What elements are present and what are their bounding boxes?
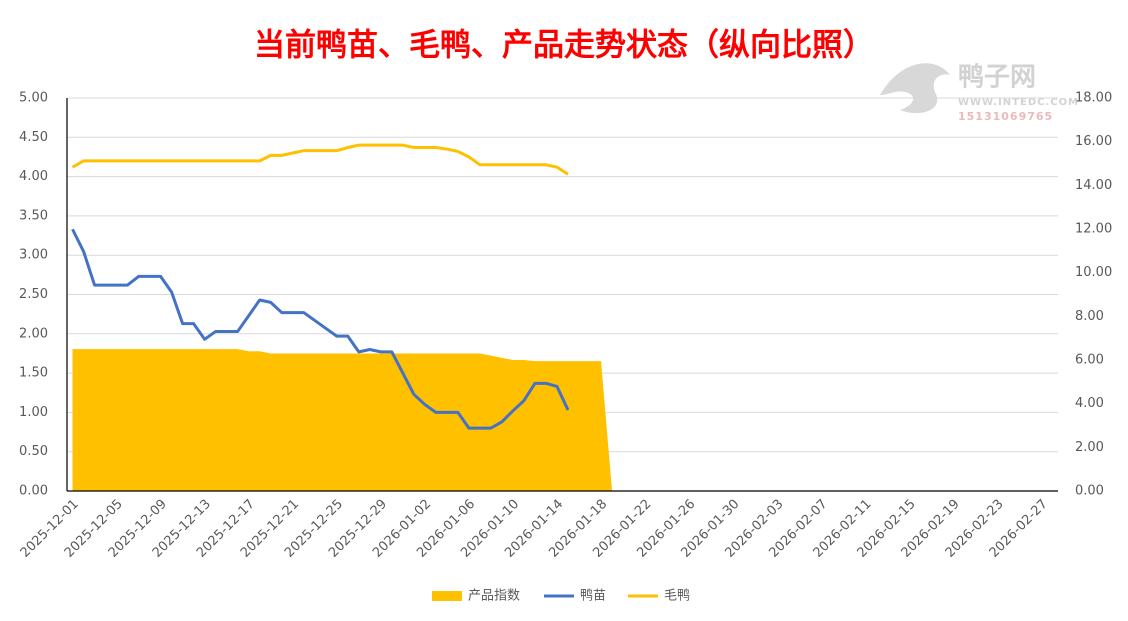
y2-tick-label: 10.00 bbox=[1075, 265, 1112, 280]
y-tick-label: 0.00 bbox=[19, 484, 48, 499]
y-tick-label: 4.00 bbox=[19, 169, 48, 184]
legend-swatch bbox=[432, 591, 462, 601]
y-tick-label: 4.50 bbox=[19, 130, 48, 145]
legend-label: 毛鸭 bbox=[664, 589, 690, 604]
legend-label: 产品指数 bbox=[468, 589, 520, 604]
y-tick-label: 2.50 bbox=[19, 287, 48, 302]
y2-tick-label: 6.00 bbox=[1075, 353, 1104, 368]
y2-tick-label: 14.00 bbox=[1075, 178, 1112, 193]
y-tick-label: 3.50 bbox=[19, 208, 48, 223]
y-tick-label: 2.00 bbox=[19, 326, 48, 341]
line bbox=[71, 228, 570, 430]
watermark-site: WWW.INTEDC.COM bbox=[958, 97, 1079, 108]
y2-tick-label: 2.00 bbox=[1075, 440, 1104, 455]
y2-tick-label: 4.00 bbox=[1075, 396, 1104, 411]
y2-tick-label: 0.00 bbox=[1075, 484, 1104, 499]
chart-title: 当前鸭苗、毛鸭、产品走势状态（纵向比照） bbox=[254, 28, 874, 64]
y-tick-label: 5.00 bbox=[19, 91, 48, 106]
watermark-phone: 15131069765 bbox=[958, 110, 1053, 123]
legend-label: 鸭苗 bbox=[580, 589, 606, 604]
watermark-logo bbox=[880, 63, 950, 114]
y2-tick-label: 12.00 bbox=[1075, 222, 1112, 237]
y2-tick-label: 16.00 bbox=[1075, 134, 1112, 149]
area bbox=[72, 349, 613, 491]
y2-tick-label: 8.00 bbox=[1075, 309, 1104, 324]
watermark-name: 鸭子网 bbox=[958, 63, 1036, 93]
y-tick-label: 3.00 bbox=[19, 248, 48, 263]
line bbox=[71, 143, 569, 176]
y-tick-label: 1.50 bbox=[19, 366, 48, 381]
y-tick-label: 1.00 bbox=[19, 405, 48, 420]
watermark: 鸭子网 WWW.INTEDC.COM 15131069765 bbox=[880, 63, 1079, 123]
y2-tick-label: 18.00 bbox=[1075, 91, 1112, 106]
y-tick-label: 0.50 bbox=[19, 444, 48, 459]
